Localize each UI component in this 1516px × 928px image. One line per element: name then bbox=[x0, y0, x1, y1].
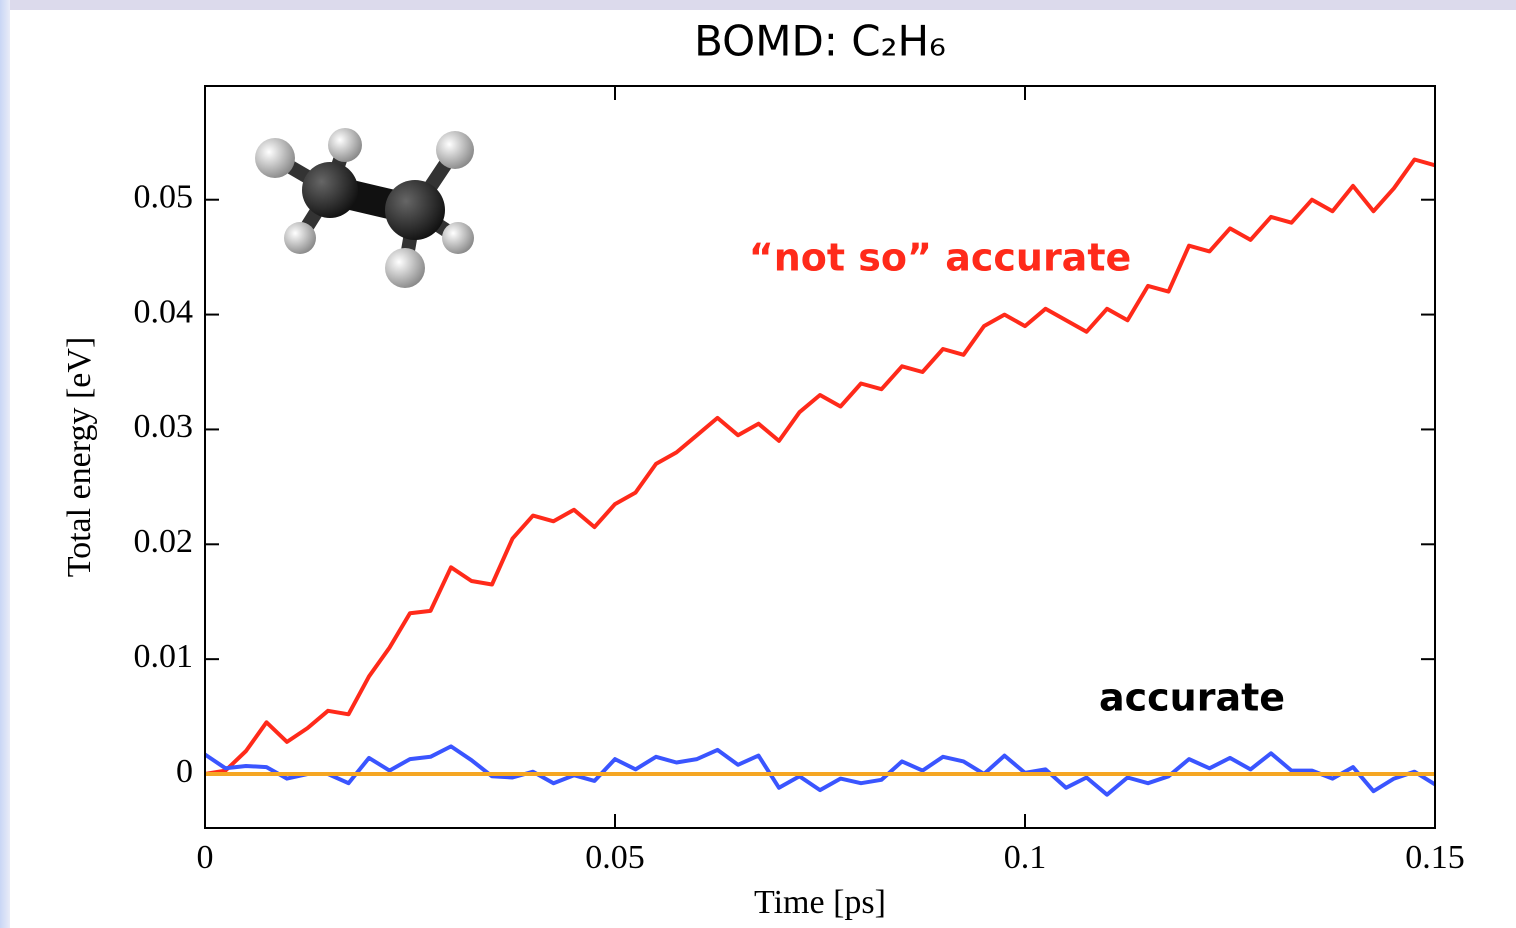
side-band bbox=[0, 0, 10, 928]
y-tick-label: 0.04 bbox=[134, 293, 194, 330]
annotation: accurate bbox=[1099, 676, 1285, 720]
chart: BOMD: C₂H₆ Time [ps] Total energy [eV] 0… bbox=[0, 0, 1516, 928]
page: BOMD: C₂H₆ Time [ps] Total energy [eV] 0… bbox=[0, 0, 1516, 928]
x-tick-label: 0 bbox=[197, 839, 214, 876]
x-tick-label: 0.15 bbox=[1405, 839, 1465, 876]
y-tick-label: 0.01 bbox=[134, 638, 194, 675]
annotation: “not so” accurate bbox=[749, 236, 1132, 280]
y-tick-label: 0.03 bbox=[134, 408, 194, 445]
y-tick-label: 0.05 bbox=[134, 179, 194, 216]
y-tick-label: 0 bbox=[176, 753, 193, 790]
plot-background bbox=[10, 10, 1516, 928]
x-tick-label: 0.05 bbox=[585, 839, 645, 876]
x-tick-label: 0.1 bbox=[1004, 839, 1047, 876]
y-axis-label: Total energy [eV] bbox=[61, 337, 98, 578]
x-axis-label: Time [ps] bbox=[754, 884, 886, 921]
chart-title: BOMD: C₂H₆ bbox=[694, 17, 946, 66]
y-tick-label: 0.02 bbox=[134, 523, 194, 560]
